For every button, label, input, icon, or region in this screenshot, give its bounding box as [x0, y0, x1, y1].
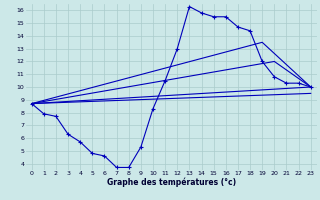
X-axis label: Graphe des températures (°c): Graphe des températures (°c): [107, 178, 236, 187]
